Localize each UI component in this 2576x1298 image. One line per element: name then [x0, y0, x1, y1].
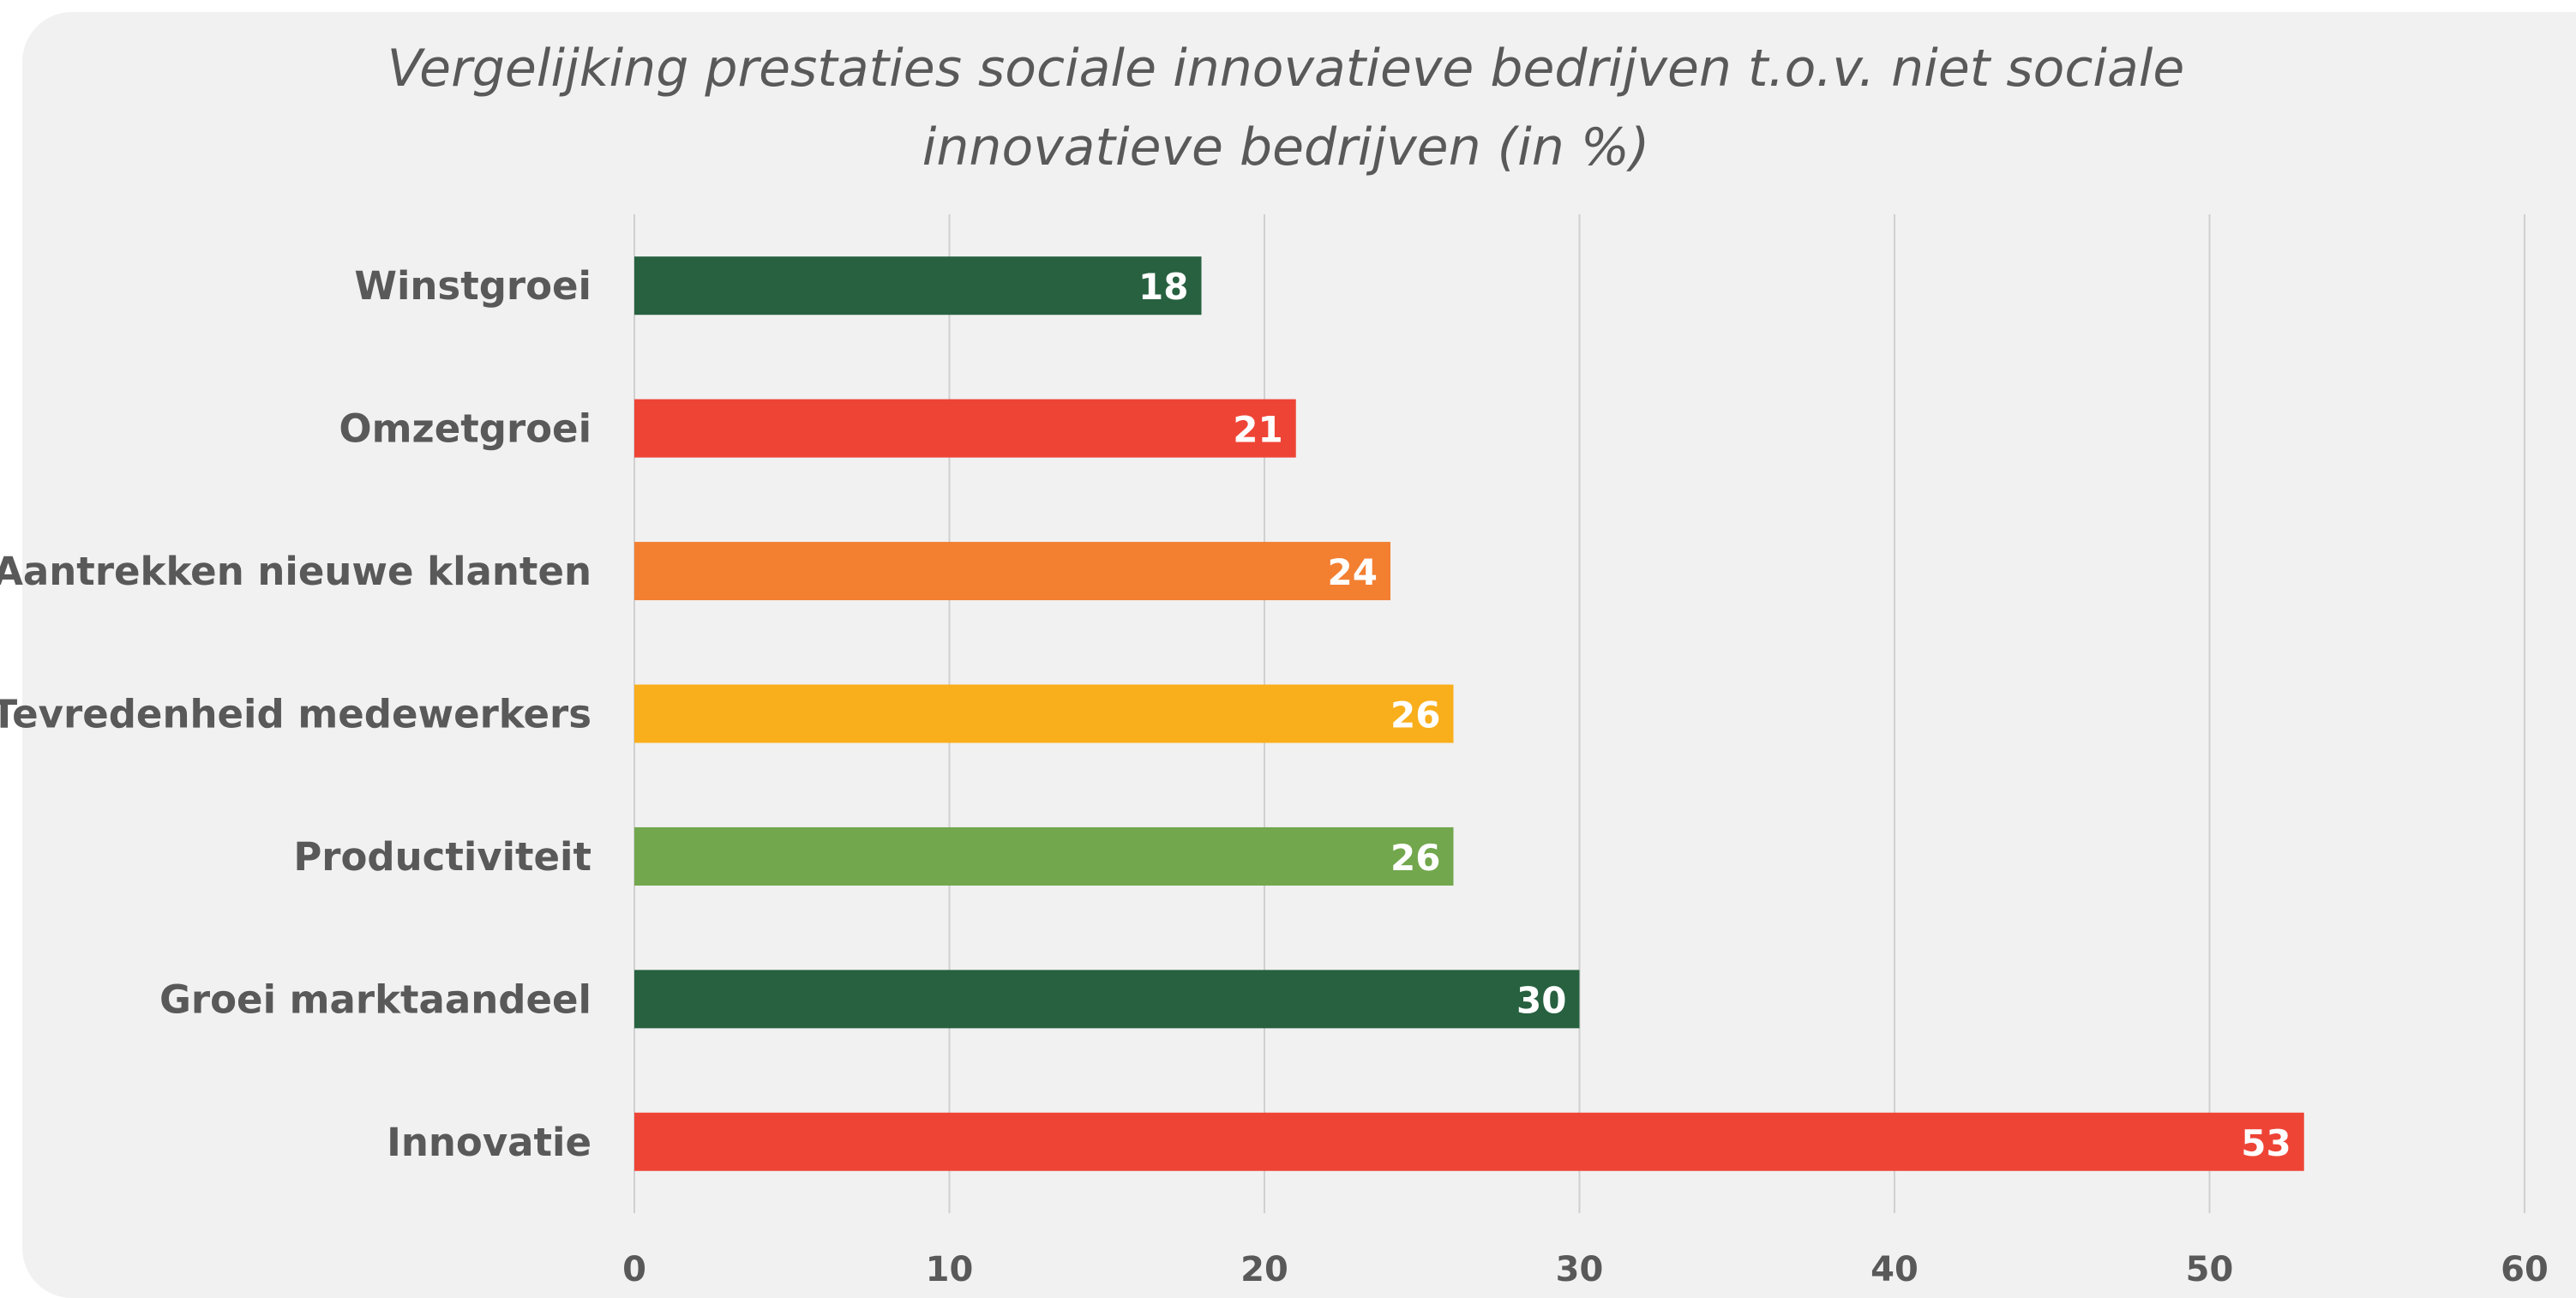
x-tick-label: 40 [1870, 1250, 1918, 1289]
category-label: Innovatie [387, 1120, 591, 1165]
data-labels: 18 21 24 26 26 30 53 [1138, 266, 2291, 1164]
chart-title: Vergelijking prestaties sociale innovati… [387, 39, 2185, 177]
data-label: 26 [1390, 694, 1440, 736]
category-label: Omzetgroei [339, 406, 591, 452]
category-label: Winstgroei [354, 263, 591, 309]
x-tick-label: 60 [2501, 1250, 2549, 1289]
bar [634, 256, 1202, 315]
data-label: 53 [2241, 1122, 2291, 1164]
category-label: Tevredenheid medewerkers [0, 692, 591, 737]
bar [634, 1112, 2304, 1171]
bar [634, 542, 1390, 601]
x-tick-label: 0 [622, 1250, 646, 1289]
chart-title-line-2: innovatieve bedrijven (in %) [922, 117, 1650, 177]
data-label: 30 [1516, 979, 1566, 1021]
x-tick-label: 20 [1240, 1250, 1288, 1289]
data-label: 18 [1138, 266, 1188, 308]
category-label: Groei marktaandeel [159, 977, 591, 1022]
x-axis-tick-labels: 0 10 20 30 40 50 60 [622, 1250, 2549, 1289]
chart-panel [22, 12, 2576, 1298]
bar [634, 399, 1296, 458]
bar [634, 970, 1580, 1029]
data-label: 21 [1233, 409, 1282, 451]
bar [634, 826, 1454, 886]
category-labels: Winstgroei Omzetgroei Aantrekken nieuwe kl… [0, 263, 591, 1165]
category-label: Productiviteit [293, 834, 591, 880]
bar [634, 684, 1454, 743]
chart-title-line-1: Vergelijking prestaties sociale innovati… [387, 39, 2185, 99]
data-label: 24 [1328, 551, 1378, 593]
bars [634, 256, 2304, 1171]
category-label: Aantrekken nieuwe klanten [0, 549, 591, 594]
x-tick-label: 10 [926, 1250, 974, 1289]
x-tick-label: 50 [2186, 1250, 2234, 1289]
data-label: 26 [1390, 837, 1440, 879]
x-tick-label: 30 [1556, 1250, 1604, 1289]
